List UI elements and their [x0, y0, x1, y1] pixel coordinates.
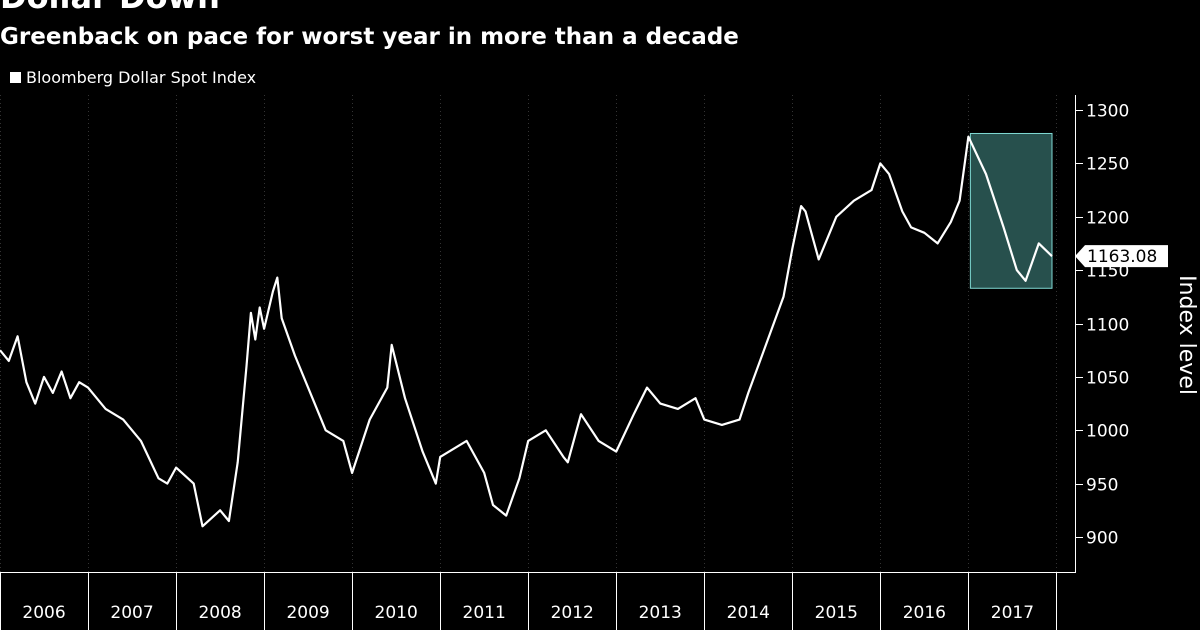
y-tick-label: 1200 — [1086, 209, 1129, 229]
y-tick-label: 950 — [1086, 476, 1118, 496]
y-axis-label: Index level — [1174, 275, 1199, 395]
x-tick-label: 2014 — [727, 603, 770, 623]
highlight-region — [969, 132, 1053, 289]
last-value-marker: 1163.08 — [1075, 245, 1168, 268]
x-tick-label: 2009 — [286, 603, 329, 623]
chart-subtitle: Greenback on pace for worst year in more… — [0, 24, 739, 50]
x-tick-label: 2016 — [903, 603, 946, 623]
grid — [0, 95, 1057, 572]
x-tick-label: 2010 — [375, 603, 418, 623]
y-tick-label: 1300 — [1086, 102, 1129, 122]
series-line — [0, 135, 1053, 528]
axes — [0, 95, 1076, 573]
x-tick-label: 2017 — [991, 603, 1034, 623]
last-value-label: 1163.08 — [1087, 247, 1157, 267]
y-tick-label: 1250 — [1086, 155, 1129, 175]
chart-title: Dollar Down — [0, 0, 220, 16]
x-tick-label: 2015 — [815, 603, 858, 623]
x-tick-label: 2013 — [639, 603, 682, 623]
legend: Bloomberg Dollar Spot Index — [10, 68, 256, 87]
y-tick-label: 900 — [1086, 529, 1118, 549]
last-value-badge — [1075, 245, 1168, 268]
y-tick-label: 1000 — [1086, 422, 1129, 442]
x-axis-ticks: 2006 2007 2008 2009 2010 2011 2012 2013 2014 2015… — [0, 572, 1057, 630]
y-tick-label: 1050 — [1086, 369, 1129, 389]
x-tick-label: 2012 — [551, 603, 594, 623]
x-tick-label: 2007 — [110, 603, 153, 623]
x-tick-label: 2008 — [198, 603, 241, 623]
x-tick-label: 2006 — [22, 603, 65, 623]
legend-swatch — [10, 72, 21, 83]
legend-label: Bloomberg Dollar Spot Index — [26, 68, 257, 87]
y-tick-label: 1100 — [1086, 316, 1129, 336]
x-tick-label: 2011 — [463, 603, 506, 623]
